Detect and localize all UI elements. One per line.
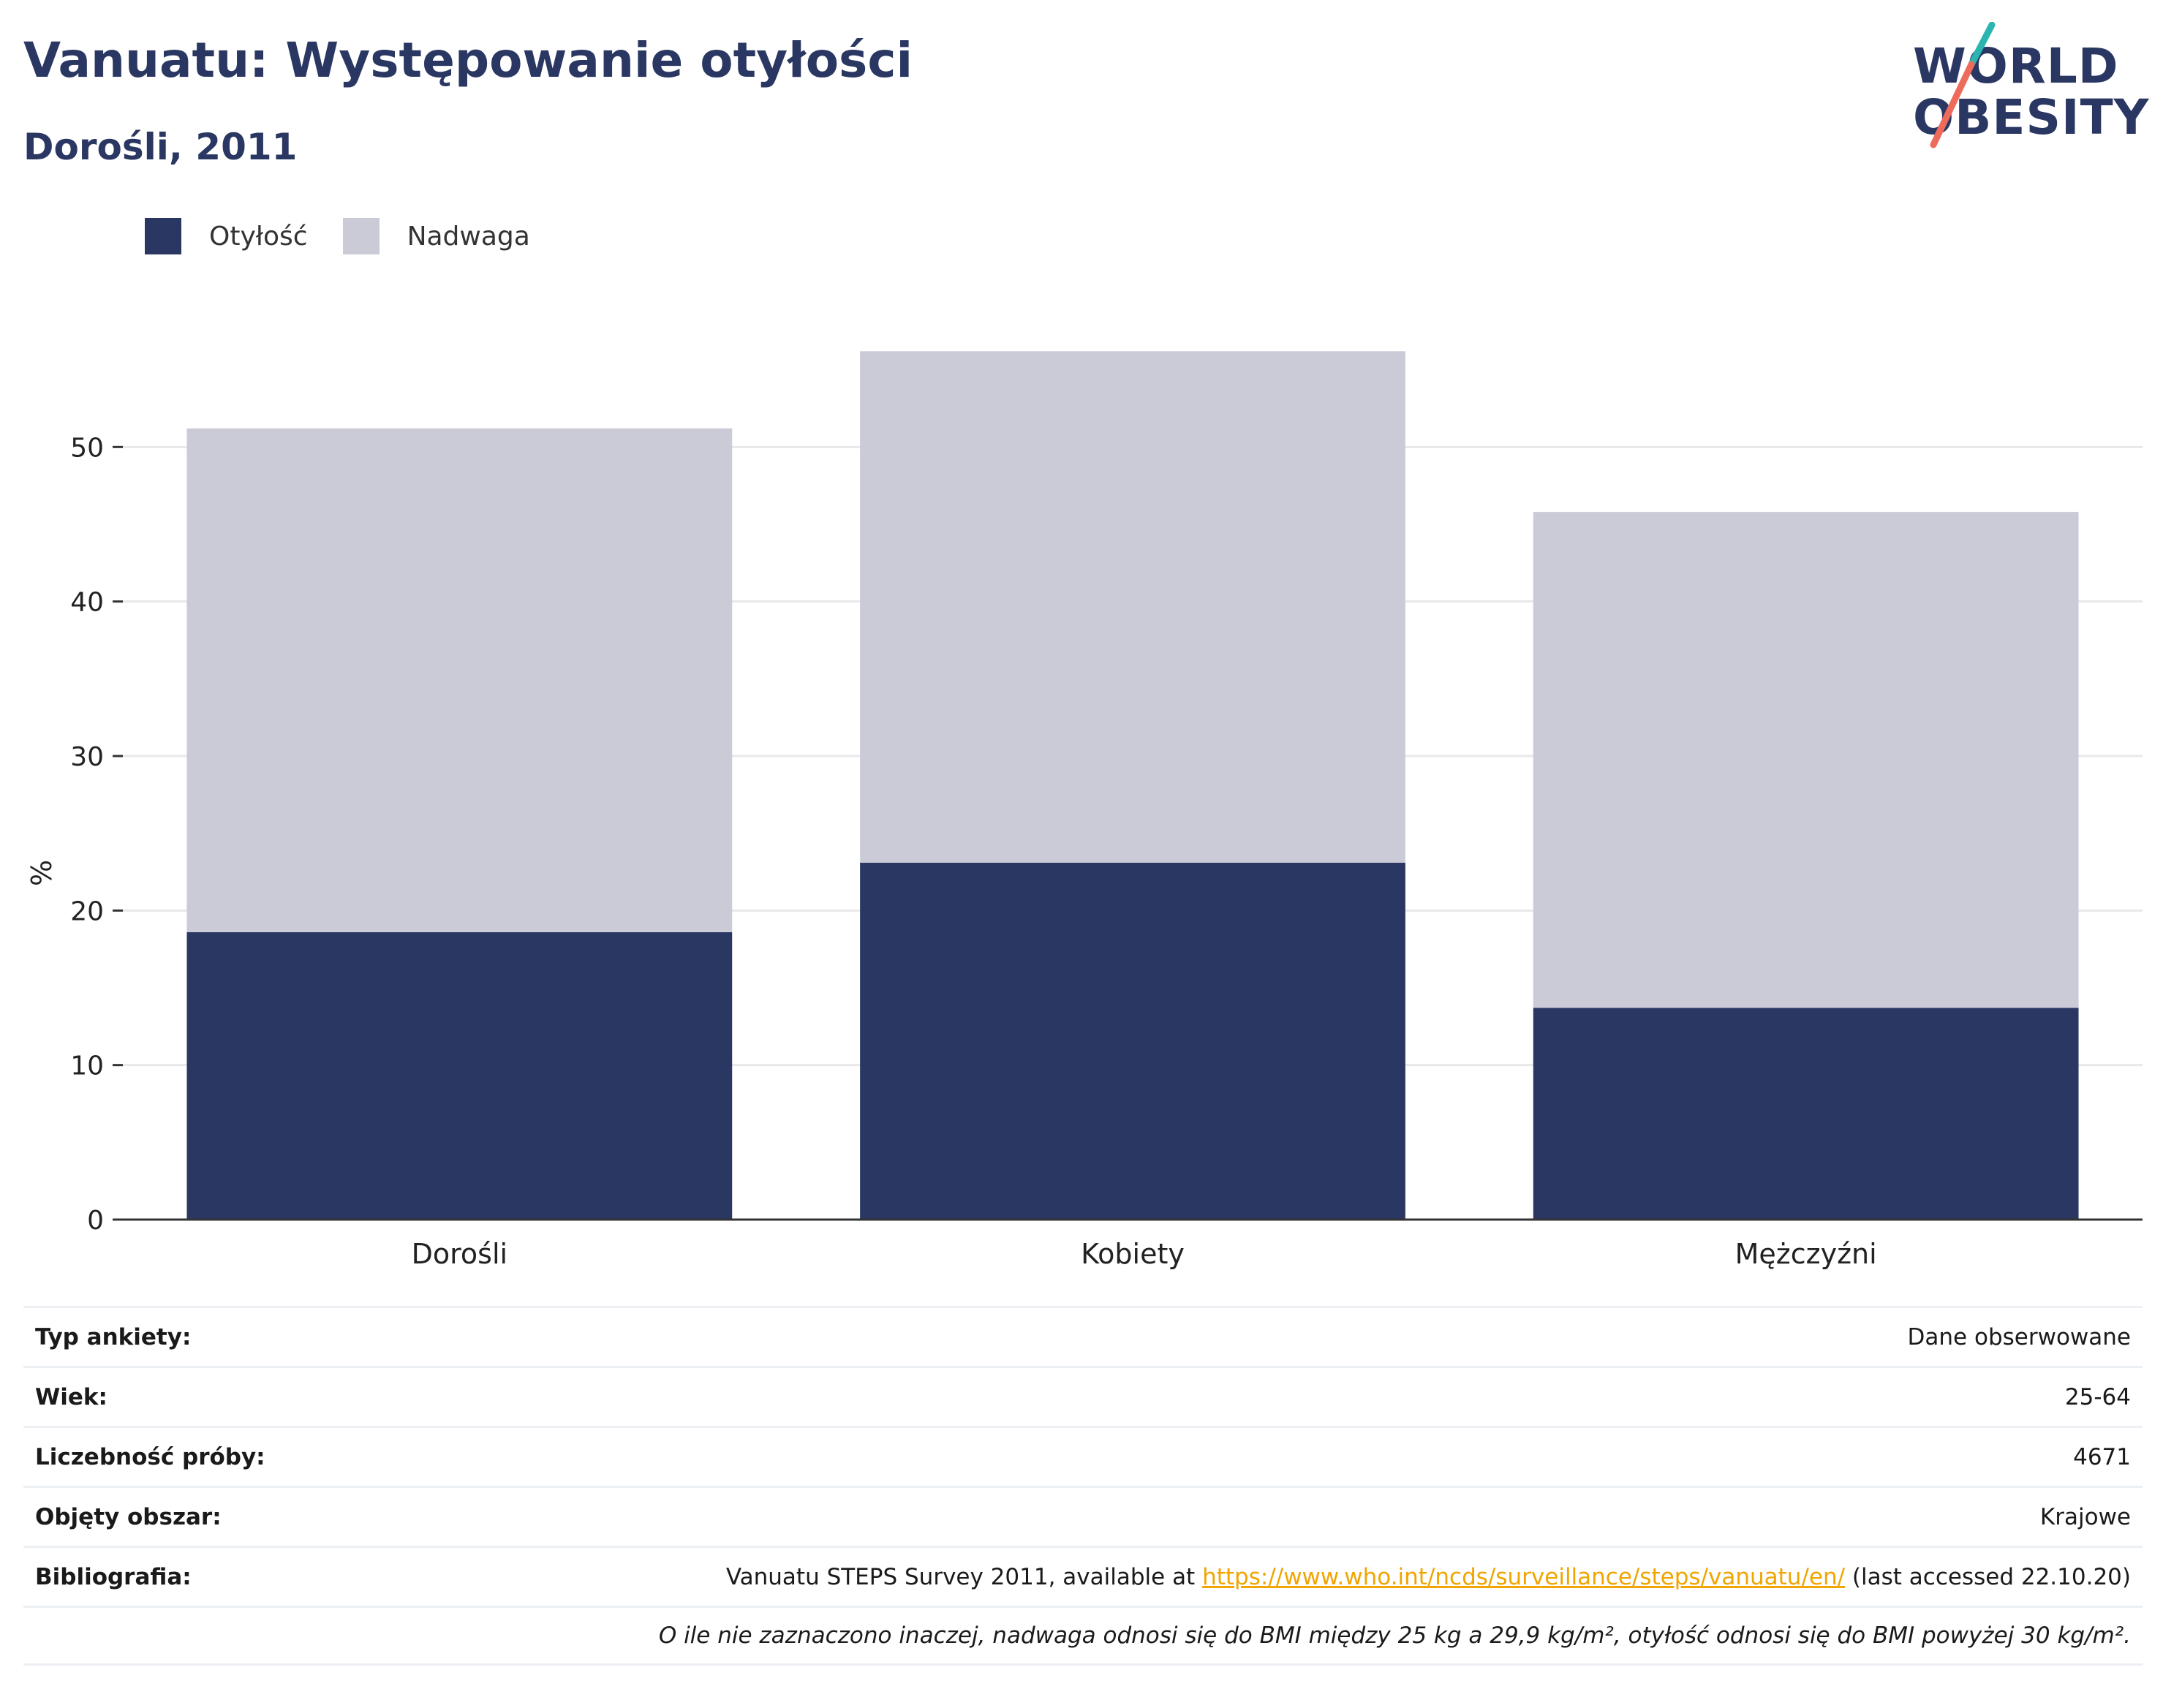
x-tick-label: Dorośli [412,1238,507,1270]
info-value: 25-64 [2064,1383,2131,1410]
info-label: Bibliografia: [35,1563,192,1590]
bar-overweight [186,428,733,932]
bar-obesity [860,862,1405,1220]
y-tick-label: 40 [70,588,104,618]
legend-swatch-overweight [342,218,380,254]
info-row-bibliography: Bibliografia: Vanuatu STEPS Survey 2011,… [23,1546,2143,1606]
logo-slash-icon [1930,22,1996,148]
bibliography-prefix: Vanuatu STEPS Survey 2011, available at [725,1563,1203,1590]
legend-item-overweight[interactable]: Nadwaga [342,218,530,254]
info-label: Wiek: [35,1383,107,1410]
bibliography-value: Vanuatu STEPS Survey 2011, available at … [726,1564,2131,1590]
y-tick-label: 50 [70,433,104,463]
info-label: Liczebność próby: [35,1443,265,1470]
info-value: 4671 [2073,1443,2131,1470]
world-obesity-logo: WORLD OBESITY [1901,22,2150,154]
definition-note: O ile nie zaznaczono inaczej, nadwaga od… [658,1622,2131,1649]
bar-obesity [186,932,733,1220]
legend-swatch-obesity [145,218,181,254]
y-axis-label: % [26,860,58,886]
stacked-bar-chart: 0 10 20 30 40 50% Dorośli Kobiety Mężczyźni [26,351,2143,1270]
x-tick-label: Mężczyźni [1735,1238,1877,1270]
info-row-survey-type: Typ ankiety: Dane obserwowane [23,1306,2143,1366]
y-tick-label: 20 [70,896,104,926]
info-row-sample-size: Liczebność próby: 4671 [23,1426,2143,1486]
bar-overweight [860,351,1405,863]
info-row-age: Wiek: 25-64 [23,1366,2143,1426]
legend-label-overweight: Nadwaga [407,221,530,252]
info-table: Typ ankiety: Dane obserwowane Wiek: 25-6… [23,1306,2143,1666]
info-row-area-covered: Objęty obszar: Krajowe [23,1486,2143,1546]
y-tick-label: 30 [70,742,104,772]
bibliography-suffix: (last accessed 22.10.20) [1845,1563,2131,1590]
y-tick-label: 0 [87,1206,104,1236]
bibliography-link[interactable]: https://www.who.int/ncds/surveillance/st… [1202,1563,1846,1590]
info-value: Dane obserwowane [1907,1323,2131,1350]
legend-item-obesity[interactable]: Otyłość [145,218,308,254]
page-title: Vanuatu: Występowanie otyłości [23,32,913,88]
page-subtitle: Dorośli, 2011 [23,126,298,168]
info-value: Krajowe [2039,1503,2131,1530]
legend-label-obesity: Otyłość [209,221,308,252]
bar-overweight [1533,512,2079,1008]
logo-text-line1: WORLD [1913,38,2119,94]
x-tick-label: Kobiety [1081,1238,1185,1270]
info-label: Objęty obszar: [35,1503,222,1530]
info-row-note: O ile nie zaznaczono inaczej, nadwaga od… [23,1606,2143,1666]
info-label: Typ ankiety: [35,1323,192,1350]
y-tick-label: 10 [70,1051,104,1081]
chart-legend: Otyłość Nadwaga [145,216,565,256]
bar-obesity [1533,1008,2079,1220]
